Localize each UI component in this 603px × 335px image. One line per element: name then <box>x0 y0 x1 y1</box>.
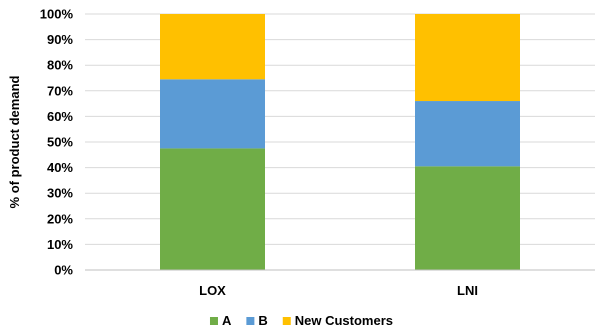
y-tick-label: 0% <box>54 263 73 278</box>
legend: A B New Customers <box>209 313 393 328</box>
y-tick-label: 50% <box>47 135 73 150</box>
bar-lni-b <box>415 101 520 167</box>
y-tick-label: 20% <box>47 211 73 226</box>
x-axis-tick-labels: LOX LNI <box>199 283 478 298</box>
y-tick-label: 60% <box>47 109 73 124</box>
legend-swatch-a <box>209 317 218 325</box>
legend-label: A <box>222 313 232 328</box>
legend-label: B <box>258 313 267 328</box>
y-tick-label: 100% <box>40 7 74 22</box>
y-tick-label: 90% <box>47 32 73 47</box>
y-tick-label: 30% <box>47 186 73 201</box>
x-tick-label: LOX <box>199 283 226 298</box>
legend-swatch-new-customers <box>282 317 291 325</box>
x-tick-label: LNI <box>457 283 478 298</box>
legend-swatch-b <box>246 317 255 325</box>
bar-lox-a <box>160 148 265 270</box>
bar-lox-new-customers <box>160 14 265 80</box>
bar-lni-new-customers <box>415 14 520 102</box>
y-tick-label: 40% <box>47 160 73 175</box>
y-axis-title: % of product demand <box>7 75 22 208</box>
y-tick-label: 10% <box>47 237 73 252</box>
legend-label: New Customers <box>295 313 393 328</box>
y-tick-label: 70% <box>47 83 73 98</box>
bar-lni-a <box>415 166 520 270</box>
y-axis-tick-labels: 0% 10% 20% 30% 40% 50% 60% 70% 80% 90% 100% <box>40 7 74 278</box>
bar-lox-b <box>160 79 265 149</box>
bars <box>160 14 520 270</box>
y-tick-label: 80% <box>47 58 73 73</box>
